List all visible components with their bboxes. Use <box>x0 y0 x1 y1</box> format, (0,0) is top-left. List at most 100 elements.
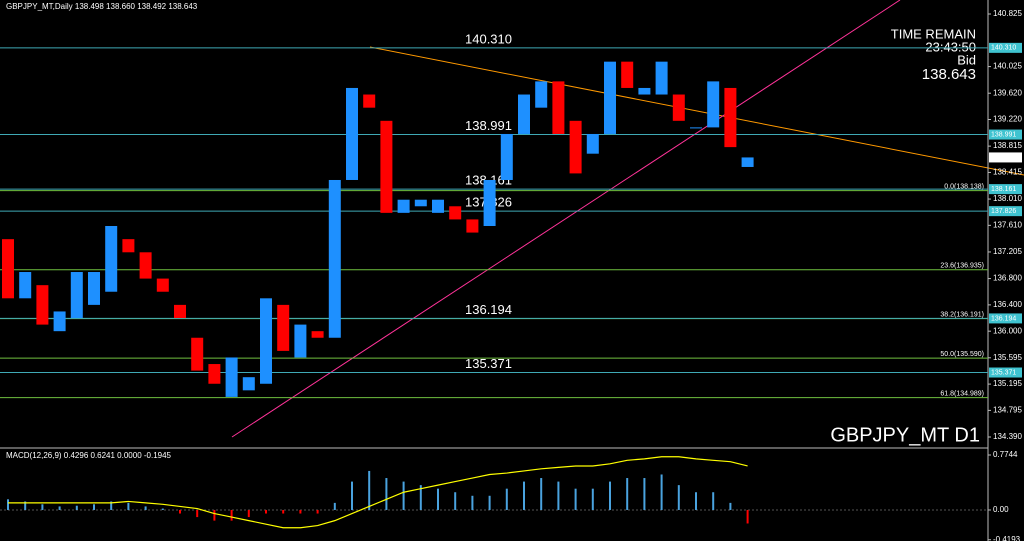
signal-line <box>8 456 748 529</box>
macd-bar <box>609 481 611 510</box>
macd-bar <box>712 492 715 510</box>
candle <box>208 364 221 384</box>
candle <box>586 133 599 154</box>
y-tick-label: 0.00 <box>993 505 1009 514</box>
y-tick-label: 139.220 <box>993 115 1022 124</box>
macd-bar <box>299 509 302 514</box>
y-tick-label: 140.825 <box>993 9 1022 18</box>
candle <box>604 61 616 134</box>
y-tick-label: 135.595 <box>993 353 1022 362</box>
macd-bar <box>265 509 267 514</box>
level-label: 135.371 <box>465 356 512 371</box>
candle <box>19 272 32 299</box>
candle <box>690 127 702 129</box>
candle <box>380 120 393 213</box>
macd-bar <box>574 488 577 510</box>
level-tag <box>989 129 1022 140</box>
macd-bar <box>179 509 181 514</box>
candle <box>449 206 462 220</box>
y-tick-label: 139.620 <box>993 88 1022 97</box>
candle <box>105 225 118 292</box>
fib-label: 38.2(136.191) <box>940 311 984 318</box>
y-tick-label: 135.195 <box>993 379 1022 388</box>
candle <box>156 278 169 292</box>
candle <box>36 285 49 325</box>
candle <box>535 81 548 108</box>
y-tick-label: 0.7744 <box>993 450 1018 459</box>
macd-bar <box>729 502 732 510</box>
candle <box>53 311 66 332</box>
macd-bar <box>247 509 250 518</box>
candle <box>621 61 634 88</box>
y-tick-label: 140.025 <box>993 62 1022 71</box>
macd-bar <box>660 474 663 510</box>
candle <box>88 272 100 305</box>
macd-bar <box>695 492 697 510</box>
macd-bar <box>505 488 508 510</box>
level-tag-label: 135.371 <box>991 369 1016 376</box>
candle <box>672 94 685 121</box>
y-tick-label: 138.415 <box>993 168 1022 177</box>
macd-bar <box>7 499 9 510</box>
fib-label: 50.0(135.590) <box>940 351 984 358</box>
macd-bar <box>282 509 285 514</box>
y-tick-label: 138.815 <box>993 141 1022 150</box>
y-tick-label: 136.000 <box>993 326 1022 335</box>
candle <box>328 179 341 338</box>
candle <box>363 94 376 108</box>
macd-title: MACD(12,26,9) 0.4296 0.6241 0.0000 -0.19… <box>6 451 172 460</box>
macd-bar <box>24 501 27 510</box>
bid-label: Bid <box>957 52 976 67</box>
macd-bar <box>626 478 629 510</box>
macd-bar <box>437 488 439 510</box>
macd-bar <box>385 478 388 510</box>
symbol-label: GBPJPY_MT D1 <box>830 424 980 446</box>
level-tag-label: 137.826 <box>991 208 1016 215</box>
macd-bar <box>454 492 457 510</box>
fib-label: 0.0(138.138) <box>944 183 984 190</box>
candle <box>414 199 427 207</box>
fib-label: 61.8(134.989) <box>940 390 984 397</box>
y-tick-label: 136.800 <box>993 274 1022 283</box>
candle <box>466 219 479 233</box>
macd-bar <box>93 504 95 510</box>
macd-bar <box>677 485 680 510</box>
y-tick-label: 136.400 <box>993 300 1022 309</box>
y-tick-label: 138.010 <box>993 194 1022 203</box>
bid-tag <box>989 152 1022 163</box>
candle <box>552 81 565 134</box>
macd-bar <box>213 509 216 521</box>
level-tag-label: 136.194 <box>991 315 1016 322</box>
level-label: 136.194 <box>465 302 512 317</box>
macd-bar <box>419 485 422 510</box>
candle <box>2 239 14 299</box>
fib-label: 23.6(136.935) <box>940 263 984 270</box>
candle <box>397 199 410 213</box>
candle <box>277 304 290 351</box>
macd-bar <box>523 481 525 510</box>
macd-bar <box>196 509 199 518</box>
candle <box>569 120 582 174</box>
macd-bar <box>488 495 491 510</box>
trend-line <box>369 46 1024 176</box>
candle <box>139 252 152 279</box>
level-tag <box>989 206 1022 217</box>
candle <box>260 298 272 384</box>
time-remain-label: TIME REMAIN <box>891 26 976 41</box>
level-tag <box>989 367 1022 378</box>
macd-bar <box>333 502 336 510</box>
macd-bar <box>316 509 319 514</box>
candle <box>500 133 513 180</box>
macd-bar <box>127 502 130 510</box>
macd-bar <box>643 478 646 510</box>
candle <box>483 179 496 226</box>
macd-bar <box>540 478 543 510</box>
macd-bar <box>161 508 164 510</box>
macd-bar <box>402 481 405 510</box>
chart-header: GBPJPY_MT,Daily 138.498 138.660 138.492 … <box>6 2 198 11</box>
bid-tag-label: 138.643 <box>991 154 1016 161</box>
candle <box>518 94 530 134</box>
bid-price: 138.643 <box>922 66 976 83</box>
